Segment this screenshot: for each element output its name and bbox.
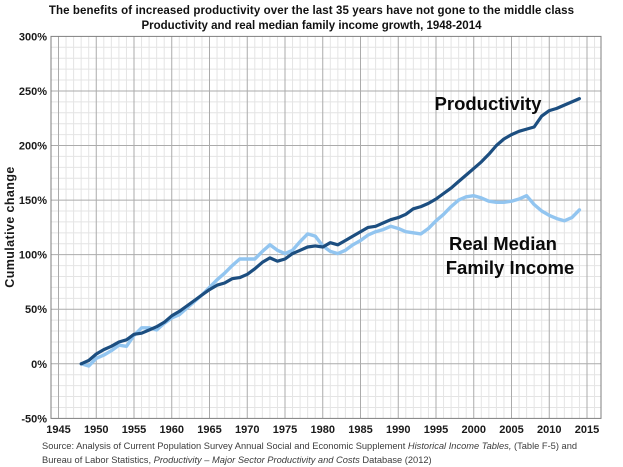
y-tick-label: 250% xyxy=(19,86,47,98)
source-note-line2: Bureau of Labor Statistics, Productivity… xyxy=(42,454,617,467)
x-tick-label: 2010 xyxy=(537,424,561,436)
source-text-italic: Historical Income Tables, xyxy=(407,441,512,451)
x-tick-label: 1955 xyxy=(122,424,146,436)
x-tick-label: 1985 xyxy=(348,424,372,436)
x-tick-label: 1970 xyxy=(235,424,259,436)
y-axis-title: Cumulative change xyxy=(3,166,17,287)
chart-subtitle: Productivity and real median family inco… xyxy=(141,20,482,32)
x-tick-label: 1975 xyxy=(273,424,297,436)
x-tick-label: 1980 xyxy=(311,424,335,436)
x-tick-label: 2005 xyxy=(499,424,523,436)
source-text: (Table F-5) and xyxy=(511,441,578,451)
y-tick-label: 50% xyxy=(25,304,47,316)
x-tick-label: 1965 xyxy=(197,424,221,436)
source-text-italic: Productivity – Major Sector Productivity… xyxy=(153,454,360,465)
chart-title: The benefits of increased productivity o… xyxy=(48,5,575,17)
y-axis-tick-labels: 300% 250% 200% 150% 100% 50% 0% -50% xyxy=(19,31,47,425)
productivity-series-label: Productivity xyxy=(435,93,543,114)
x-tick-label: 1990 xyxy=(386,424,410,436)
x-tick-label: 1950 xyxy=(84,424,108,436)
y-tick-label: -50% xyxy=(21,413,47,425)
x-tick-label: 2000 xyxy=(462,424,486,436)
y-tick-label: 150% xyxy=(19,195,47,207)
source-text: Bureau of Labor Statistics, xyxy=(42,454,154,465)
plot-border xyxy=(50,35,602,419)
income-series-label-line2: Family Income xyxy=(446,257,575,278)
income-series-label-line1: Real Median xyxy=(449,233,557,254)
source-note-line1: Source: Analysis of Current Population S… xyxy=(42,440,617,454)
x-axis-tick-labels: 1945 1950 1955 1960 1965 1970 1975 1980 1985 1990… xyxy=(46,424,599,436)
grid-major xyxy=(51,36,601,419)
x-tick-label: 1995 xyxy=(424,424,448,436)
x-tick-label: 2015 xyxy=(575,424,599,436)
series-lines xyxy=(79,96,582,368)
x-tick-label: 1945 xyxy=(46,424,70,436)
series-line-productivity xyxy=(79,96,582,366)
y-tick-label: 200% xyxy=(19,141,47,153)
source-text: Database (2012) xyxy=(359,454,432,465)
y-tick-label: 100% xyxy=(19,250,47,262)
x-tick-label: 1960 xyxy=(160,424,184,436)
y-tick-label: 300% xyxy=(19,31,47,43)
source-text: Source: Analysis of Current Population S… xyxy=(42,441,408,451)
y-tick-label: 0% xyxy=(31,359,47,371)
